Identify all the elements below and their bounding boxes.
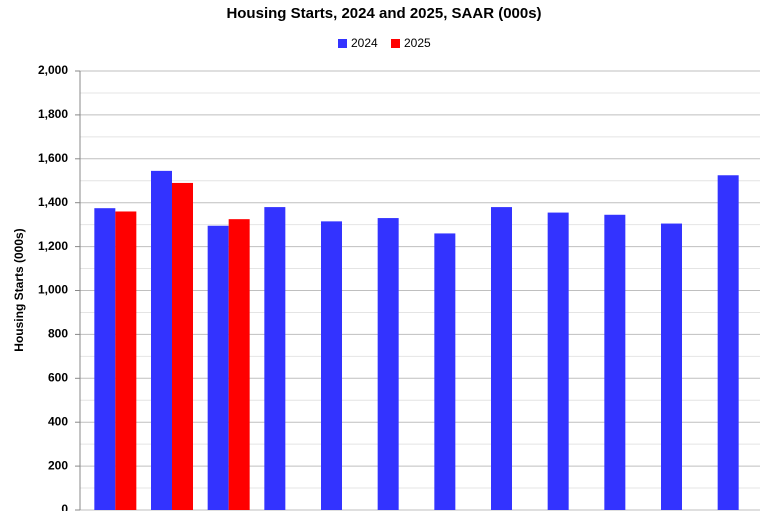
y-tick-label: 1,800 bbox=[38, 107, 68, 121]
y-tick-label: 2,000 bbox=[38, 63, 68, 77]
y-tick-label: 400 bbox=[48, 414, 68, 428]
y-tick-label: 0 bbox=[61, 502, 68, 511]
y-tick-label: 1,600 bbox=[38, 151, 68, 165]
y-axis-label: Housing Starts (000s) bbox=[12, 228, 26, 351]
bar bbox=[94, 208, 116, 510]
chart-title: Housing Starts, 2024 and 2025, SAAR (000… bbox=[226, 5, 541, 22]
legend-swatch bbox=[338, 39, 347, 48]
bar bbox=[172, 182, 193, 510]
legend-label: 2025 bbox=[404, 36, 431, 50]
bar bbox=[434, 233, 456, 510]
y-tick-label: 200 bbox=[48, 458, 68, 472]
y-tick-label: 1,000 bbox=[38, 283, 68, 297]
bar bbox=[321, 221, 342, 511]
legend-label: 2024 bbox=[351, 36, 378, 50]
legend-swatch bbox=[391, 39, 400, 48]
bar bbox=[115, 211, 137, 511]
bar bbox=[207, 225, 229, 510]
bar bbox=[151, 170, 172, 510]
bar bbox=[264, 207, 286, 510]
bar bbox=[491, 207, 512, 510]
bar bbox=[661, 223, 682, 511]
y-tick-label: 800 bbox=[48, 327, 68, 341]
bar bbox=[377, 218, 399, 510]
y-tick-label: 1,200 bbox=[38, 239, 68, 253]
bar bbox=[604, 214, 626, 510]
y-tick-label: 600 bbox=[48, 370, 68, 384]
bar bbox=[717, 175, 739, 510]
bar bbox=[547, 212, 569, 510]
bar bbox=[228, 219, 250, 510]
y-tick-label: 1,400 bbox=[38, 195, 68, 209]
